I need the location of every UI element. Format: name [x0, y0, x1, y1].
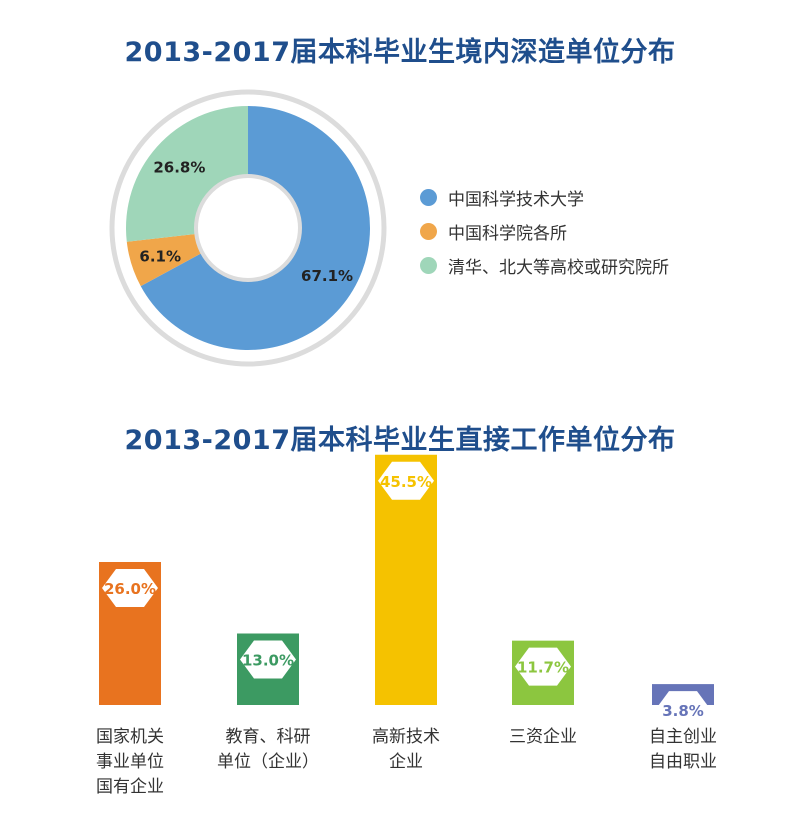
bar-value-badge	[515, 647, 571, 686]
legend-item: 中国科学技术大学	[420, 180, 669, 214]
slice-value-label: 26.8%	[153, 159, 205, 177]
bar-category-label: 事业单位	[96, 752, 164, 772]
bar-value-badge	[655, 691, 711, 730]
legend-dot-blue-icon	[420, 188, 437, 206]
bar-value-badge	[240, 640, 296, 679]
bar-category-label: 国有企业	[96, 777, 164, 797]
bar-category-label: 自由职业	[649, 752, 717, 772]
bar-category-label: 高新技术	[372, 727, 440, 747]
legend-dot-green-icon	[420, 256, 437, 274]
bar-category-label: 单位（企业）	[217, 752, 319, 772]
bar-category-label: 教育、科研	[226, 727, 311, 747]
bar-chart-title: 2013-2017届本科毕业生直接工作单位分布	[124, 425, 676, 456]
bar-category-label: 企业	[389, 752, 423, 772]
donut-slice	[125, 105, 248, 242]
bar-value-label: 13.0%	[242, 652, 294, 670]
legend-dot-orange-icon	[420, 222, 437, 240]
legend-label: 中国科学院各所	[448, 223, 567, 244]
donut-slice	[126, 233, 203, 287]
bar-value-label: 26.0%	[104, 580, 156, 598]
donut-hole	[194, 174, 302, 282]
donut-legend: 中国科学技术大学 中国科学院各所 清华、北大等高校或研究院所	[420, 180, 669, 282]
donut-chart-title: 2013-2017届本科毕业生境内深造单位分布	[124, 37, 676, 68]
bar-value-badge	[102, 569, 158, 607]
slice-value-label: 6.1%	[139, 248, 181, 266]
donut-outer-ring	[109, 89, 387, 367]
slice-value-label: 67.1%	[301, 267, 353, 285]
bar-category-label: 三资企业	[509, 727, 577, 747]
legend-label: 中国科学技术大学	[448, 189, 584, 210]
bar-category-label: 自主创业	[649, 727, 717, 747]
legend-item: 中国科学院各所	[420, 214, 669, 248]
legend-label: 清华、北大等高校或研究院所	[448, 257, 669, 278]
bar-value-label: 45.5%	[380, 473, 432, 491]
donut-slice	[140, 106, 371, 350]
bar-value-label: 11.7%	[517, 659, 569, 677]
bar-value-label: 3.8%	[662, 702, 704, 720]
bar-value-badge	[378, 461, 434, 500]
bar-category-label: 国家机关	[96, 727, 164, 747]
legend-item: 清华、北大等高校或研究院所	[420, 248, 669, 282]
